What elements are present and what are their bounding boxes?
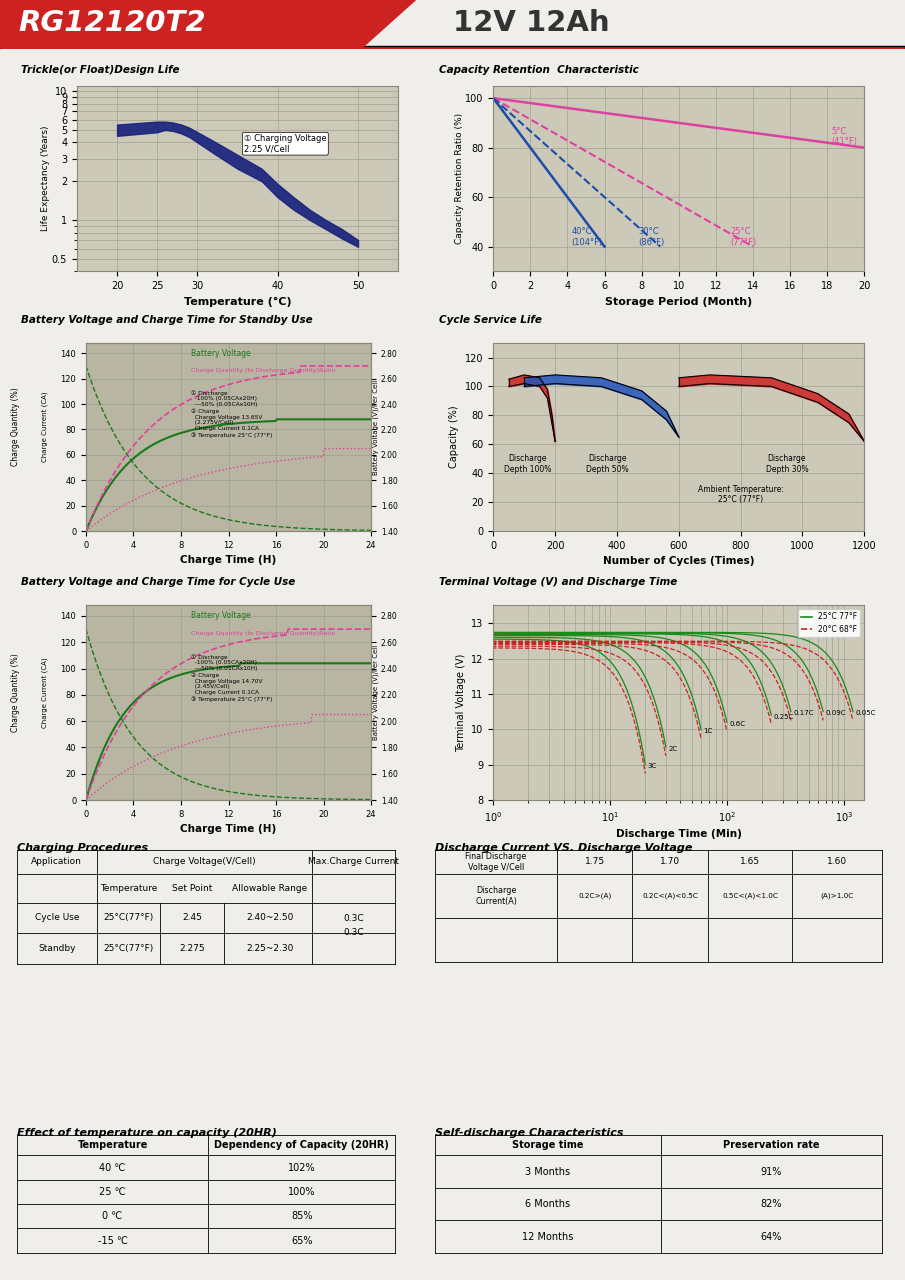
Text: Trickle(or Float)Design Life: Trickle(or Float)Design Life — [21, 65, 179, 74]
Legend: 25°C 77°F, 20°C 68°F: 25°C 77°F, 20°C 68°F — [797, 609, 861, 637]
X-axis label: Temperature (°C): Temperature (°C) — [184, 297, 291, 307]
Text: Charge Quantity (to Discharge Quantity)Ratio: Charge Quantity (to Discharge Quantity)R… — [192, 367, 336, 372]
Text: 0.17C: 0.17C — [794, 710, 814, 717]
Text: 1.65: 1.65 — [740, 858, 760, 867]
Text: Battery Voltage (V)/Per Cell: Battery Voltage (V)/Per Cell — [372, 379, 378, 475]
Text: 0.05C: 0.05C — [855, 710, 876, 717]
Text: 3C: 3C — [648, 763, 657, 769]
Y-axis label: Capacity (%): Capacity (%) — [450, 406, 460, 468]
Text: Allowable Range: Allowable Range — [233, 884, 308, 893]
Text: ① Discharge
  -100% (0.05CAx20H)
  ---50% (0.05CAx10H)
② Charge
  Charge Voltage: ① Discharge -100% (0.05CAx20H) ---50% (0… — [192, 390, 273, 438]
Text: Terminal Voltage (V) and Discharge Time: Terminal Voltage (V) and Discharge Time — [440, 577, 678, 588]
Text: 0.3C: 0.3C — [343, 928, 364, 937]
Text: 91%: 91% — [760, 1166, 782, 1176]
Text: 2.40~2.50: 2.40~2.50 — [246, 914, 293, 923]
Text: Discharge
Current(A): Discharge Current(A) — [475, 886, 517, 905]
Text: Battery Voltage (V)/Per Cell: Battery Voltage (V)/Per Cell — [372, 645, 378, 740]
Text: Charging Procedures: Charging Procedures — [17, 842, 148, 852]
Text: Standby: Standby — [38, 943, 76, 952]
Y-axis label: Capacity Retention Ratio (%): Capacity Retention Ratio (%) — [454, 113, 463, 244]
Text: Effect of temperature on capacity (20HR): Effect of temperature on capacity (20HR) — [17, 1128, 277, 1138]
Text: 3 Months: 3 Months — [525, 1166, 570, 1176]
X-axis label: Number of Cycles (Times): Number of Cycles (Times) — [603, 557, 755, 567]
Text: 30°C
(86°F): 30°C (86°F) — [638, 228, 664, 247]
Text: 2C: 2C — [668, 746, 677, 751]
Text: Discharge
Depth 30%: Discharge Depth 30% — [766, 454, 808, 474]
Text: Storage time: Storage time — [512, 1139, 584, 1149]
Text: Battery Voltage and Charge Time for Cycle Use: Battery Voltage and Charge Time for Cycl… — [21, 577, 295, 588]
Text: 1C: 1C — [703, 728, 712, 733]
Text: 0.2C>(A): 0.2C>(A) — [578, 892, 612, 899]
Text: Battery Voltage: Battery Voltage — [192, 612, 252, 621]
Text: Dependency of Capacity (20HR): Dependency of Capacity (20HR) — [214, 1139, 389, 1149]
Text: Temperature: Temperature — [100, 884, 157, 893]
Text: 2.45: 2.45 — [182, 914, 202, 923]
Text: 25 ℃: 25 ℃ — [100, 1187, 126, 1197]
Text: 0.2C<(A)<0.5C: 0.2C<(A)<0.5C — [643, 892, 698, 899]
Text: 25°C(77°F): 25°C(77°F) — [103, 914, 154, 923]
Text: 2.275: 2.275 — [179, 943, 205, 952]
Text: 25°C(77°F): 25°C(77°F) — [103, 943, 154, 952]
Text: Cycle Use: Cycle Use — [34, 914, 79, 923]
Text: Discharge Current VS. Discharge Voltage: Discharge Current VS. Discharge Voltage — [434, 842, 692, 852]
Text: Battery Voltage and Charge Time for Standby Use: Battery Voltage and Charge Time for Stan… — [21, 315, 312, 325]
Polygon shape — [0, 0, 416, 49]
X-axis label: Discharge Time (Min): Discharge Time (Min) — [615, 829, 742, 840]
Text: Temperature: Temperature — [78, 1139, 148, 1149]
Text: 64%: 64% — [760, 1231, 782, 1242]
Text: 12 Months: 12 Months — [522, 1231, 574, 1242]
Text: 1.60: 1.60 — [827, 858, 847, 867]
Text: Final Discharge
Voltage V/Cell: Final Discharge Voltage V/Cell — [465, 852, 527, 872]
Text: 12V 12Ah: 12V 12Ah — [452, 9, 609, 37]
Text: Ambient Temperature:
25°C (77°F): Ambient Temperature: 25°C (77°F) — [698, 485, 784, 504]
X-axis label: Storage Period (Month): Storage Period (Month) — [605, 297, 752, 307]
Text: Max.Charge Current: Max.Charge Current — [308, 858, 399, 867]
Text: 1.70: 1.70 — [660, 858, 681, 867]
Text: 25°C
(77°F): 25°C (77°F) — [730, 228, 757, 247]
Text: 0 ℃: 0 ℃ — [102, 1211, 123, 1221]
FancyBboxPatch shape — [0, 46, 905, 63]
Text: 0.25C: 0.25C — [774, 714, 794, 719]
Text: Charge Quantity (%): Charge Quantity (%) — [11, 388, 20, 466]
X-axis label: Charge Time (H): Charge Time (H) — [180, 824, 277, 835]
Y-axis label: Terminal Voltage (V): Terminal Voltage (V) — [455, 654, 465, 751]
Text: 0.09C: 0.09C — [825, 710, 846, 717]
Text: Cycle Service Life: Cycle Service Life — [440, 315, 542, 325]
Text: RG12120T2: RG12120T2 — [18, 9, 205, 37]
Text: 5°C
(41°F): 5°C (41°F) — [831, 127, 857, 146]
Text: 0.5C<(A)<1.0C: 0.5C<(A)<1.0C — [722, 892, 778, 899]
Text: 65%: 65% — [291, 1235, 312, 1245]
Text: 2.25~2.30: 2.25~2.30 — [246, 943, 293, 952]
Y-axis label: Life Expectancy (Years): Life Expectancy (Years) — [42, 125, 51, 232]
Text: Set Point: Set Point — [172, 884, 213, 893]
Text: Discharge
Depth 50%: Discharge Depth 50% — [586, 454, 629, 474]
Text: Charge Current (CA): Charge Current (CA) — [42, 657, 48, 728]
Text: 0.6C: 0.6C — [729, 721, 746, 727]
Text: Charge Quantity (%): Charge Quantity (%) — [11, 653, 20, 732]
Text: ① Discharge
  -100% (0.05CAx20H)
  ---50% (0.05CAx10H)
② Charge
  Charge Voltage: ① Discharge -100% (0.05CAx20H) ---50% (0… — [192, 654, 273, 701]
Text: Charge Quantity (to Discharge Quantity)Ratio: Charge Quantity (to Discharge Quantity)R… — [192, 631, 336, 636]
Text: Battery Voltage: Battery Voltage — [192, 348, 252, 357]
Text: Capacity Retention  Characteristic: Capacity Retention Characteristic — [440, 65, 639, 74]
Text: 102%: 102% — [288, 1162, 316, 1172]
Text: Charge Voltage(V/Cell): Charge Voltage(V/Cell) — [153, 858, 255, 867]
Text: Application: Application — [32, 858, 82, 867]
Text: 85%: 85% — [291, 1211, 312, 1221]
Text: 0.3C: 0.3C — [343, 914, 364, 923]
Text: 40 ℃: 40 ℃ — [100, 1162, 126, 1172]
Text: -15 ℃: -15 ℃ — [98, 1235, 128, 1245]
Text: Discharge
Depth 100%: Discharge Depth 100% — [503, 454, 551, 474]
Text: (A)>1.0C: (A)>1.0C — [821, 892, 853, 899]
Text: Charge Current (CA): Charge Current (CA) — [42, 392, 48, 462]
X-axis label: Charge Time (H): Charge Time (H) — [180, 556, 277, 566]
Text: 1.75: 1.75 — [585, 858, 605, 867]
Text: 6 Months: 6 Months — [525, 1199, 570, 1210]
Text: 82%: 82% — [760, 1199, 782, 1210]
Text: Preservation rate: Preservation rate — [723, 1139, 820, 1149]
Text: 40°C
(104°F): 40°C (104°F) — [571, 228, 603, 247]
Text: 100%: 100% — [288, 1187, 316, 1197]
Text: ① Charging Voltage
2.25 V/Cell: ① Charging Voltage 2.25 V/Cell — [244, 134, 327, 154]
Text: Self-discharge Characteristics: Self-discharge Characteristics — [434, 1128, 624, 1138]
